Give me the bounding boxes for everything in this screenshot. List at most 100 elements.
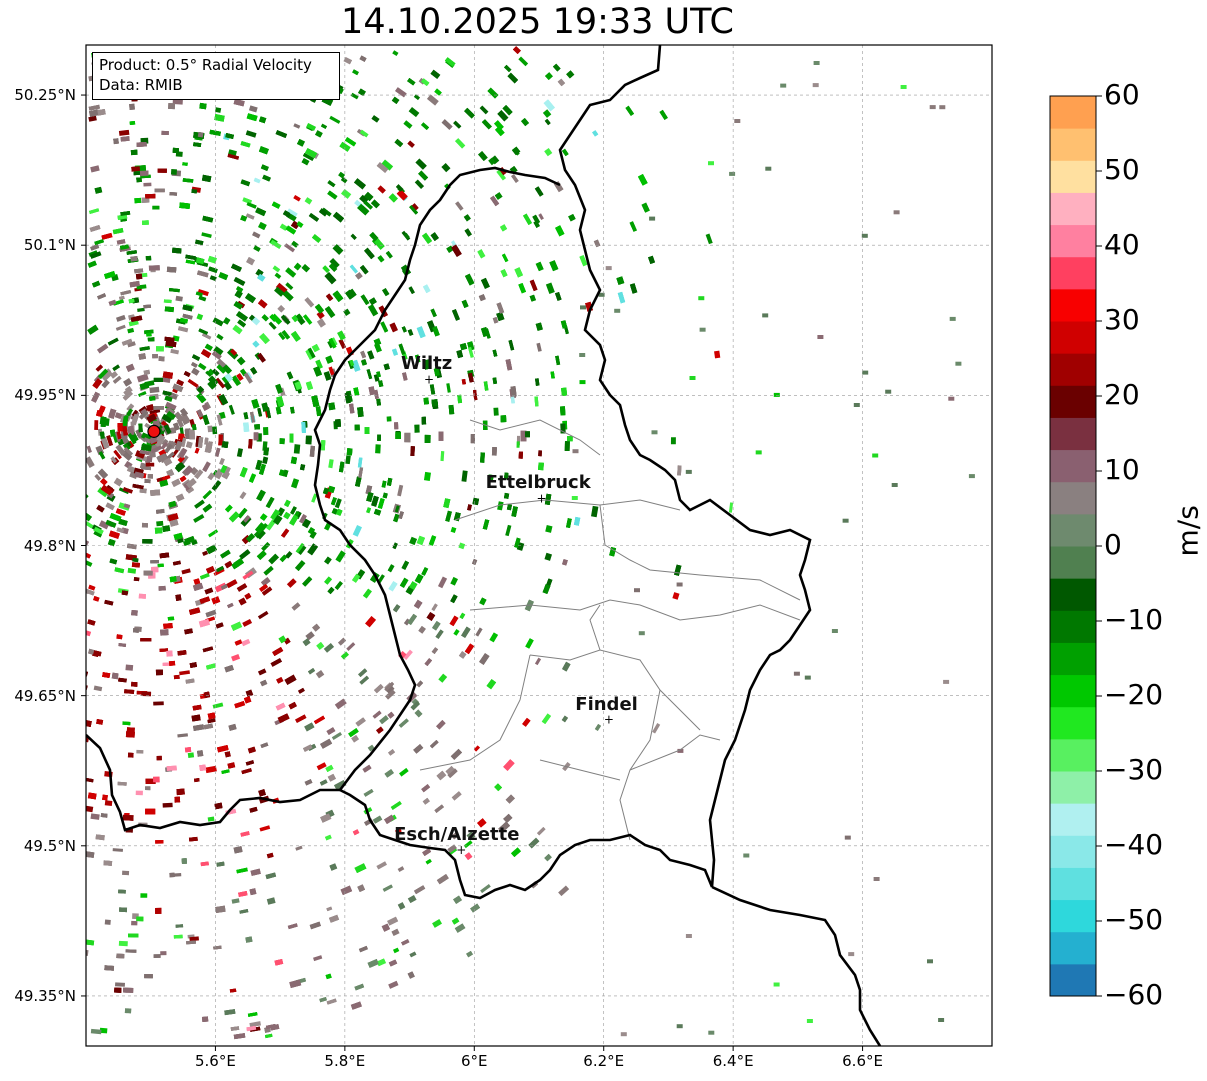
velocity-bin [360, 294, 370, 306]
velocity-bin [670, 437, 676, 445]
velocity-bin [213, 945, 222, 950]
velocity-bin [173, 674, 180, 680]
velocity-bin [410, 446, 415, 456]
velocity-bin [410, 203, 419, 212]
velocity-bin [350, 233, 357, 240]
velocity-bin [162, 662, 170, 667]
velocity-bin [557, 78, 566, 87]
velocity-bin [205, 663, 216, 670]
velocity-bin [199, 596, 211, 604]
velocity-bin [708, 1030, 715, 1035]
velocity-bin [379, 715, 389, 725]
velocity-bin [285, 225, 297, 235]
velocity-bin [131, 166, 141, 172]
velocity-bin [194, 469, 204, 479]
velocity-bin [96, 718, 104, 725]
velocity-bin [358, 668, 368, 678]
velocity-bin [629, 221, 637, 232]
velocity-bin [274, 286, 285, 297]
velocity-bin [464, 107, 475, 119]
velocity-bin [88, 115, 97, 122]
velocity-bin [651, 430, 658, 435]
velocity-bin [572, 449, 579, 454]
velocity-bin [492, 349, 498, 357]
velocity-bin [399, 577, 409, 588]
velocity-bin [672, 592, 680, 600]
velocity-bin [228, 723, 237, 731]
velocity-bin [91, 649, 102, 657]
velocity-bin [141, 444, 152, 452]
velocity-bin [503, 492, 510, 499]
velocity-bin [145, 786, 151, 791]
velocity-bin [166, 410, 176, 420]
velocity-bin [862, 370, 869, 375]
velocity-bin [245, 293, 256, 304]
velocity-bin [211, 596, 221, 605]
velocity-bin [102, 370, 113, 382]
velocity-bin [176, 379, 184, 386]
velocity-bin [349, 359, 355, 367]
velocity-bin [376, 371, 381, 378]
velocity-bin [185, 678, 195, 684]
velocity-bin [86, 684, 88, 690]
velocity-bin [242, 197, 252, 205]
velocity-bin [423, 471, 431, 482]
velocity-bin [291, 602, 301, 611]
velocity-bin [290, 220, 300, 230]
velocity-bin [189, 936, 200, 942]
velocity-bin [316, 310, 325, 320]
velocity-bin [224, 373, 234, 382]
velocity-bin [423, 397, 430, 405]
velocity-bin [212, 368, 220, 377]
velocity-bin [320, 738, 333, 749]
velocity-bin [501, 253, 509, 263]
velocity-bin [194, 499, 205, 509]
velocity-bin [297, 139, 305, 147]
velocity-bin [482, 519, 490, 530]
velocity-bin [535, 378, 540, 386]
velocity-bin [312, 623, 321, 632]
velocity-bin [231, 561, 240, 570]
velocity-bin [359, 265, 369, 275]
velocity-bin [234, 701, 246, 709]
velocity-bin [140, 893, 148, 898]
velocity-bin [90, 813, 100, 820]
velocity-bin [492, 377, 498, 385]
velocity-bin [316, 762, 327, 771]
velocity-bin [181, 437, 187, 448]
velocity-bin [813, 61, 820, 65]
velocity-bin [414, 424, 420, 433]
velocity-bin [773, 982, 780, 987]
velocity-bin [215, 905, 226, 914]
velocity-bin [285, 551, 293, 559]
velocity-bin [734, 119, 741, 123]
velocity-bin [494, 192, 503, 200]
velocity-bin [209, 129, 221, 136]
velocity-bin [364, 427, 370, 434]
velocity-bin [117, 214, 128, 220]
city-label: Ettelbruck [485, 472, 591, 494]
velocity-bin [107, 538, 116, 547]
velocity-bin [431, 603, 438, 611]
velocity-bin [320, 813, 332, 823]
velocity-bin [518, 56, 529, 67]
velocity-bin [132, 483, 144, 490]
velocity-bin [146, 413, 157, 423]
velocity-bin [161, 474, 171, 481]
velocity-bin [286, 371, 294, 380]
velocity-bin [293, 123, 301, 129]
velocity-bin [98, 368, 109, 380]
velocity-bin [454, 923, 466, 933]
velocity-bin [755, 450, 762, 455]
velocity-bin [408, 286, 415, 294]
velocity-bin [432, 620, 441, 631]
velocity-bin [165, 401, 177, 411]
velocity-bin [397, 484, 404, 497]
velocity-bin [171, 247, 182, 254]
velocity-bin [609, 546, 617, 557]
velocity-bin [418, 170, 429, 181]
velocity-bin [299, 464, 306, 471]
velocity-bin [207, 368, 215, 376]
velocity-bin [158, 356, 165, 362]
